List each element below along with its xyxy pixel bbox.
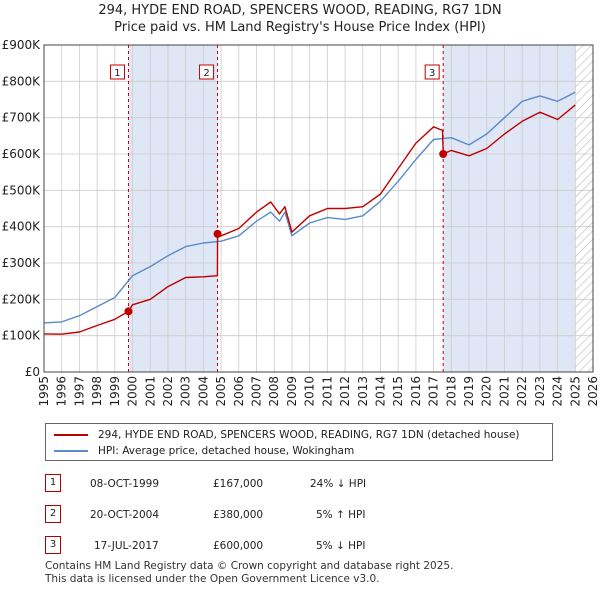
x-tick-label: 2018 xyxy=(444,376,458,407)
chart-title-line1: 294, HYDE END ROAD, SPENCERS WOOD, READI… xyxy=(98,3,502,18)
transaction-number: 2 xyxy=(45,505,61,523)
x-tick-label: 2012 xyxy=(338,376,352,407)
footer-copyright: Contains HM Land Registry data © Crown c… xyxy=(45,560,454,572)
legend-label-property: 294, HYDE END ROAD, SPENCERS WOOD, READI… xyxy=(98,429,520,441)
transaction-number: 1 xyxy=(45,474,61,492)
x-tick-label: 2015 xyxy=(391,376,405,407)
x-tick-label: 2016 xyxy=(409,376,423,407)
y-tick-label: £200K xyxy=(2,292,42,306)
transaction-hpi-diff: 5% ↓ HPI xyxy=(316,540,366,552)
transaction-row: 1 08-OCT-1999 £167,000 24% ↓ HPI xyxy=(45,474,565,492)
transaction-row: 3 17-JUL-2017 £600,000 5% ↓ HPI xyxy=(45,536,565,554)
sale-label-box xyxy=(424,64,440,80)
x-tick-label: 2001 xyxy=(143,376,157,407)
x-tick-label: 2010 xyxy=(303,376,317,407)
x-tick-label: 1995 xyxy=(37,376,51,407)
transaction-number: 3 xyxy=(45,536,61,554)
sale-label-number: 3 xyxy=(429,68,435,79)
footer-licence: This data is licensed under the Open Gov… xyxy=(45,573,380,585)
x-tick-label: 1999 xyxy=(108,376,122,407)
ownership-shade xyxy=(443,45,576,372)
transaction-date: 20-OCT-2004 xyxy=(90,509,159,521)
x-tick-label: 2017 xyxy=(427,376,441,407)
x-tick-label: 1998 xyxy=(90,376,104,407)
x-tick-label: 2014 xyxy=(373,376,387,407)
transaction-price: £600,000 xyxy=(213,540,264,552)
x-tick-label: 2020 xyxy=(480,376,494,407)
x-tick-label: 2002 xyxy=(161,376,175,407)
x-tick-label: 2022 xyxy=(515,376,529,407)
y-tick-label: £700K xyxy=(2,111,42,125)
sale-point xyxy=(439,150,448,158)
legend-swatch-blue xyxy=(54,450,88,452)
x-tick-label: 2009 xyxy=(285,376,299,407)
x-tick-label: 2024 xyxy=(551,376,565,407)
legend-item-hpi: HPI: Average price, detached house, Woki… xyxy=(54,443,354,459)
transaction-hpi-diff: 24% ↓ HPI xyxy=(310,478,367,490)
y-tick-label: £900K xyxy=(2,38,42,52)
property-price-line xyxy=(43,104,576,335)
legend-item-property: 294, HYDE END ROAD, SPENCERS WOOD, READI… xyxy=(54,427,520,443)
y-tick-label: £100K xyxy=(2,329,42,343)
price-chart: 1 2 3 £0 £100K £200K £300K £400K £500K £600K £700… xyxy=(2,38,600,407)
x-tick-label: 1997 xyxy=(72,376,86,407)
sale-label-box xyxy=(199,64,215,80)
sale-label-box xyxy=(109,64,125,80)
sale-label-number: 1 xyxy=(114,68,120,79)
x-tick-label: 2019 xyxy=(462,376,476,407)
x-tick-label: 2000 xyxy=(126,376,140,407)
transaction-date: 08-OCT-1999 xyxy=(90,478,159,490)
transaction-hpi-diff: 5% ↑ HPI xyxy=(316,509,366,521)
sale-label-number: 2 xyxy=(203,68,209,79)
y-tick-label: £300K xyxy=(2,256,42,270)
legend-swatch-red xyxy=(54,434,88,436)
x-tick-label: 2007 xyxy=(250,376,264,407)
x-tick-label: 2021 xyxy=(497,376,511,407)
y-tick-label: £800K xyxy=(2,74,42,88)
x-tick-label: 1996 xyxy=(55,376,69,407)
hpi-line xyxy=(43,91,576,324)
x-tick-label: 2005 xyxy=(214,376,228,407)
x-tick-label: 2004 xyxy=(196,376,210,407)
sale-point xyxy=(213,229,222,238)
x-tick-label: 2008 xyxy=(267,376,281,407)
sale-point xyxy=(124,307,133,316)
transaction-price: £167,000 xyxy=(213,478,264,490)
chart-legend: 294, HYDE END ROAD, SPENCERS WOOD, READI… xyxy=(45,423,553,461)
plot-area-frame xyxy=(43,44,594,373)
y-tick-label: £400K xyxy=(2,220,42,234)
y-tick-label: £500K xyxy=(2,183,42,197)
transaction-row: 2 20-OCT-2004 £380,000 5% ↑ HPI xyxy=(45,505,565,523)
x-tick-label: 2026 xyxy=(586,376,600,407)
y-tick-label: £600K xyxy=(2,147,42,161)
x-tick-label: 2003 xyxy=(179,376,193,407)
x-tick-label: 2023 xyxy=(533,376,547,407)
y-tick-label: £0 xyxy=(25,365,40,379)
transaction-price: £380,000 xyxy=(213,509,264,521)
forecast-hatch xyxy=(575,45,593,372)
x-tick-label: 2025 xyxy=(568,376,582,407)
x-tick-label: 2013 xyxy=(356,376,370,407)
chart-title-line2: Price paid vs. HM Land Registry's House … xyxy=(114,20,486,35)
legend-label-hpi: HPI: Average price, detached house, Woki… xyxy=(98,445,355,457)
x-tick-label: 2011 xyxy=(320,376,334,407)
x-tick-label: 2006 xyxy=(232,376,246,407)
transaction-date: 17-JUL-2017 xyxy=(94,540,159,552)
ownership-shade xyxy=(128,45,218,372)
